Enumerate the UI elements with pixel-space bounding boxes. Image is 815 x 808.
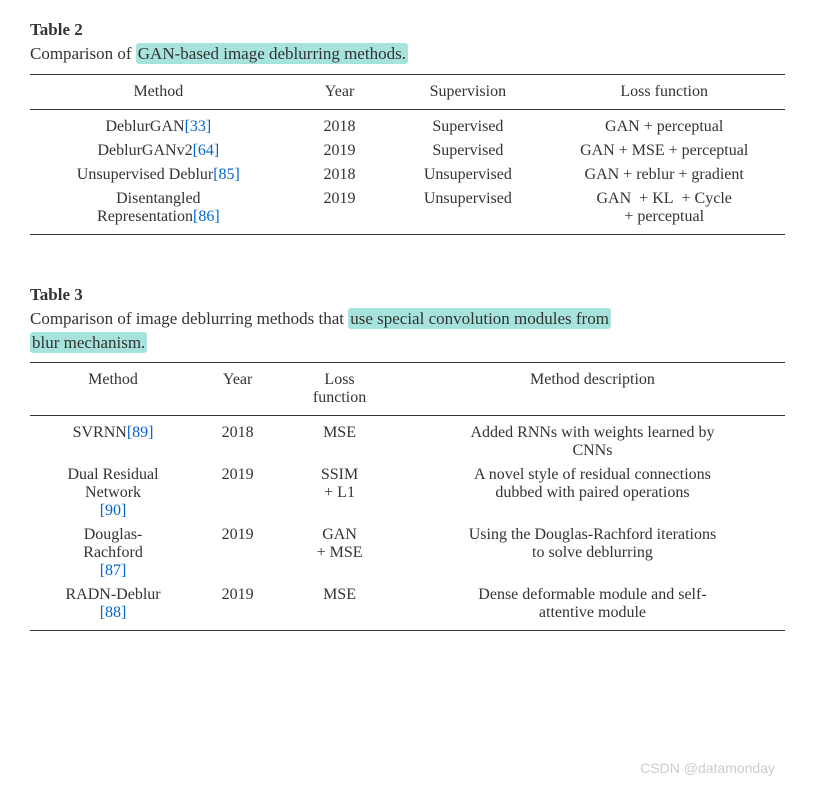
cell-year: 2019: [196, 463, 279, 523]
cell-method: DeblurGANv2[64]: [30, 139, 287, 163]
table-2-label: Table 2: [30, 20, 785, 40]
cell-year: 2018: [287, 163, 393, 187]
ref-link[interactable]: [64]: [193, 142, 220, 159]
col-desc: Method description: [400, 363, 785, 416]
cell-method: Unsupervised Deblur[85]: [30, 163, 287, 187]
cell-desc: A novel style of residual connectionsdub…: [400, 463, 785, 523]
cell-method: DisentangledRepresentation[86]: [30, 187, 287, 235]
table-row: DeblurGAN[33] 2018 Supervised GAN + perc…: [30, 109, 785, 139]
cell-desc: Added RNNs with weights learned byCNNs: [400, 416, 785, 464]
table-row: RADN-Deblur[88] 2019 MSE Dense deformabl…: [30, 583, 785, 631]
ref-link[interactable]: [90]: [100, 502, 127, 519]
cell-sup: Unsupervised: [392, 163, 543, 187]
ref-link[interactable]: [85]: [213, 166, 240, 183]
col-year: Year: [287, 74, 393, 109]
caption-highlight: blur mechanism.: [30, 332, 147, 353]
cell-loss: MSE: [279, 416, 400, 464]
table-row: Douglas-Rachford[87] 2019 GAN+ MSE Using…: [30, 523, 785, 583]
cell-method: SVRNN[89]: [30, 416, 196, 464]
table-3-caption: Comparison of image deblurring methods t…: [30, 307, 785, 355]
cell-year: 2019: [196, 583, 279, 631]
caption-text: Comparison of image deblurring methods t…: [30, 309, 348, 328]
caption-highlight: GAN-based image deblurring methods.: [136, 43, 408, 64]
ref-link[interactable]: [87]: [100, 562, 127, 579]
cell-loss: MSE: [279, 583, 400, 631]
cell-year: 2018: [196, 416, 279, 464]
col-year: Year: [196, 363, 279, 416]
cell-sup: Supervised: [392, 139, 543, 163]
col-supervision: Supervision: [392, 74, 543, 109]
table-row: Dual ResidualNetwork[90] 2019 SSIM+ L1 A…: [30, 463, 785, 523]
table-row: SVRNN[89] 2018 MSE Added RNNs with weigh…: [30, 416, 785, 464]
cell-method: Dual ResidualNetwork[90]: [30, 463, 196, 523]
caption-highlight: use special convolution modules from: [348, 308, 611, 329]
table-row: DisentangledRepresentation[86] 2019 Unsu…: [30, 187, 785, 235]
cell-year: 2018: [287, 109, 393, 139]
cell-desc: Using the Douglas-Rachford iterationsto …: [400, 523, 785, 583]
table-2: Method Year Supervision Loss function De…: [30, 74, 785, 235]
table-2-block: Table 2 Comparison of GAN-based image de…: [30, 20, 785, 235]
cell-method: RADN-Deblur[88]: [30, 583, 196, 631]
caption-text: Comparison of: [30, 44, 136, 63]
col-method: Method: [30, 363, 196, 416]
cell-method: Douglas-Rachford[87]: [30, 523, 196, 583]
table-header-row: Method Year Supervision Loss function: [30, 74, 785, 109]
table-row: Unsupervised Deblur[85] 2018 Unsupervise…: [30, 163, 785, 187]
cell-year: 2019: [196, 523, 279, 583]
cell-method: DeblurGAN[33]: [30, 109, 287, 139]
table-header-row: Method Year Lossfunction Method descript…: [30, 363, 785, 416]
cell-sup: Unsupervised: [392, 187, 543, 235]
cell-loss: GAN+ MSE: [279, 523, 400, 583]
table-3-label: Table 3: [30, 285, 785, 305]
table-3-block: Table 3 Comparison of image deblurring m…: [30, 285, 785, 632]
ref-link[interactable]: [89]: [127, 424, 154, 441]
table-3: Method Year Lossfunction Method descript…: [30, 362, 785, 631]
watermark-text: CSDN @datamonday: [640, 760, 775, 776]
col-loss: Loss function: [543, 74, 785, 109]
cell-sup: Supervised: [392, 109, 543, 139]
table-row: DeblurGANv2[64] 2019 Supervised GAN + MS…: [30, 139, 785, 163]
cell-loss: GAN + reblur + gradient: [543, 163, 785, 187]
table-2-caption: Comparison of GAN-based image deblurring…: [30, 42, 785, 66]
cell-loss: GAN + KL + Cycle+ perceptual: [543, 187, 785, 235]
ref-link[interactable]: [33]: [185, 118, 212, 135]
cell-loss: GAN + MSE + perceptual: [543, 139, 785, 163]
ref-link[interactable]: [88]: [100, 604, 127, 621]
col-loss: Lossfunction: [279, 363, 400, 416]
cell-loss: GAN + perceptual: [543, 109, 785, 139]
cell-year: 2019: [287, 187, 393, 235]
cell-loss: SSIM+ L1: [279, 463, 400, 523]
col-method: Method: [30, 74, 287, 109]
cell-year: 2019: [287, 139, 393, 163]
ref-link[interactable]: [86]: [193, 208, 220, 225]
cell-desc: Dense deformable module and self-attenti…: [400, 583, 785, 631]
